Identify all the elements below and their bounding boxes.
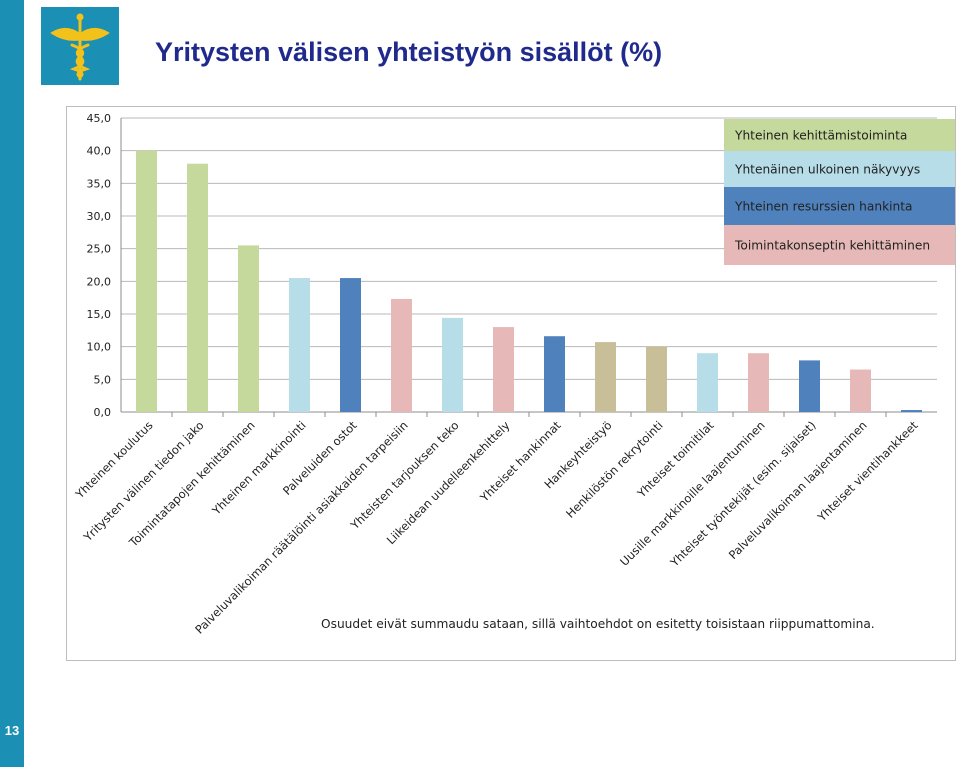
x-category-label: Yhteiset vientihankkeet [814,418,921,525]
legend-swatch [724,187,955,225]
y-tick-label: 30,0 [87,210,112,223]
bar [493,327,514,412]
legend-label: Toimintakonseptin kehittäminen [734,239,930,253]
caduceus-logo [41,7,119,85]
y-tick-label: 15,0 [87,308,112,321]
y-tick-label: 20,0 [87,275,112,288]
bars [136,150,922,412]
y-tick-label: 25,0 [87,243,112,256]
x-category-label: Yhteinen markkinointi [209,418,309,518]
bar [187,163,208,412]
bar [391,298,412,412]
bar [136,150,157,412]
legend-swatch [724,151,955,187]
y-tick-label: 0,0 [94,406,112,419]
bar [289,278,310,412]
bar [442,317,463,412]
y-tick-label: 45,0 [87,112,112,125]
y-tick-label: 40,0 [87,145,112,158]
bar [901,410,922,412]
side-bar: 13 [0,0,24,767]
bar-chart: 0,0 5,0 10,0 15,0 20,0 25,0 30,0 35,0 40,0 45,0 Y… [72,112,955,637]
slide-number: 13 [4,723,20,738]
chart-footnote: Osuudet eivät summaudu sataan, sillä vai… [321,617,875,631]
legend-label: Yhteinen resurssien hankinta [734,200,913,214]
y-tick-label: 10,0 [87,341,112,354]
bar [646,346,667,412]
bar [595,342,616,412]
bar [799,360,820,412]
bar [697,353,718,412]
legend-label: Yhtenäinen ulkoinen näkyvyys [734,163,920,177]
legend-label: Yhteinen kehittämistoiminta [734,129,907,143]
legend-swatch [724,225,955,265]
bar [748,353,769,412]
slide-title: Yritysten välisen yhteistyön sisällöt (%… [155,37,663,67]
y-tick-label: 35,0 [87,177,112,190]
x-category-label: Henkilöstön rekrytointi [563,418,666,521]
chart-frame: 0,0 5,0 10,0 15,0 20,0 25,0 30,0 35,0 40,0 45,0 Y… [66,106,956,661]
bar [850,369,871,412]
caduceus-icon [50,13,110,81]
y-axis-ticks: 0,0 5,0 10,0 15,0 20,0 25,0 30,0 35,0 40,0 45,0 [87,112,112,419]
bar [340,278,361,412]
legend: Yhteinen kehittämistoiminta Yhtenäinen ul… [724,119,955,265]
y-tick-label: 5,0 [94,373,112,386]
bar [238,245,259,412]
bar [544,336,565,412]
legend-swatch [724,119,955,151]
